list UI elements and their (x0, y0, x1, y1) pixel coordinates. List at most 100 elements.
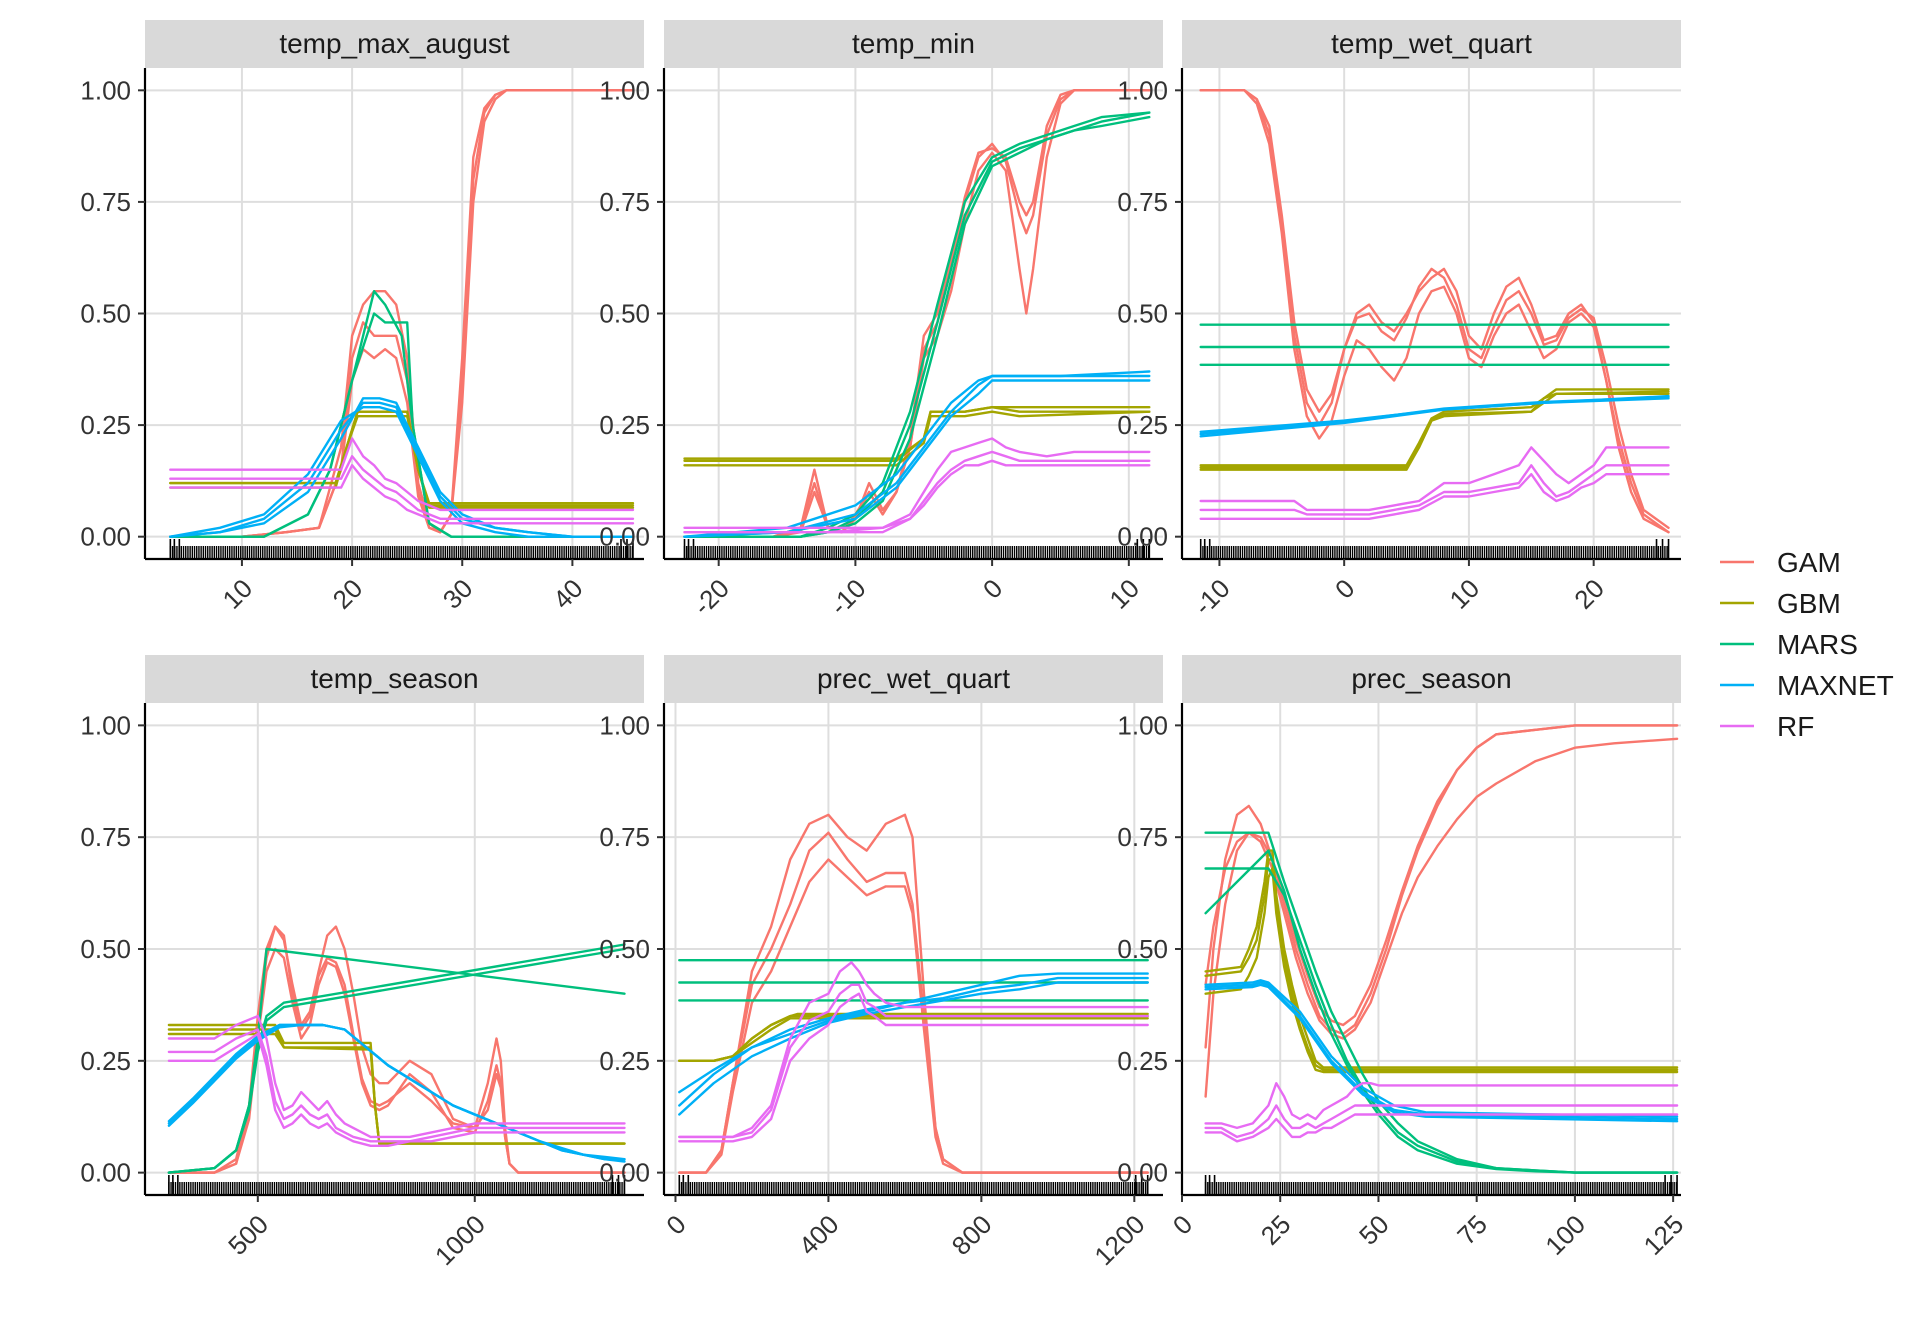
x-tick-label: 30 (437, 573, 479, 615)
y-tick-label: 0.00 (599, 1158, 650, 1188)
x-tick-label: 500 (222, 1209, 274, 1261)
series-line-rf (683, 437, 1151, 529)
y-tick-label: 0.25 (599, 410, 650, 440)
series-line-maxnet (1204, 981, 1679, 1121)
y-tick-label: 0.25 (80, 410, 131, 440)
x-tick-label: 100 (1539, 1209, 1591, 1261)
y-tick-label: 0.75 (1117, 187, 1168, 217)
y-tick-label: 0.75 (1117, 822, 1168, 852)
y-tick-label: 0.75 (80, 187, 131, 217)
series-lines (169, 89, 635, 538)
y-tick-label: 0.75 (599, 187, 650, 217)
series-line-gbm (683, 406, 1151, 460)
facet-panel: prec_wet_quart 0.00 0.25 0.50 0.75 1.00 0 400 80… (599, 655, 1163, 1271)
y-tick-label: 0.50 (599, 934, 650, 964)
x-tick-label: 20 (327, 573, 369, 615)
gridlines (145, 703, 644, 1195)
y-tick-label: 0.75 (599, 822, 650, 852)
x-tick-label: 0 (1167, 1209, 1198, 1240)
x-tick-label: 800 (946, 1209, 998, 1261)
series-line-maxnet (167, 1023, 626, 1163)
rug-marks (169, 539, 634, 559)
series-line-rf (1204, 1104, 1679, 1139)
series-line-rf (167, 1032, 626, 1147)
series-line-rf (167, 1028, 626, 1143)
y-tick-label: 0.00 (1117, 522, 1168, 552)
series-line-maxnet (1204, 979, 1679, 1118)
series-line-maxnet (683, 374, 1151, 538)
x-tick-label: 125 (1637, 1209, 1689, 1261)
facet-strip (1182, 655, 1681, 703)
series-line-maxnet (169, 401, 635, 538)
y-tick-label: 0.00 (1117, 1158, 1168, 1188)
y-tick-label: 0.75 (80, 822, 131, 852)
series-line-gbm (1199, 392, 1670, 471)
series-line-gam (169, 89, 635, 538)
y-tick-label: 1.00 (599, 710, 650, 740)
series-line-rf (678, 992, 1149, 1143)
legend-label: MARS (1777, 629, 1858, 660)
gridlines (145, 68, 644, 559)
legend: GAM GBM MARS MAXNET RF (1720, 547, 1894, 742)
x-tick-label: 40 (547, 573, 589, 615)
legend-label: RF (1777, 711, 1814, 742)
y-tick-label: 1.00 (1117, 75, 1168, 105)
series-line-mars (167, 947, 626, 1174)
panels-group: temp_max_august 0.00 0.25 0.50 0.75 1.00 10 20 3… (80, 20, 1689, 1271)
series-lines (1199, 89, 1670, 534)
facet-panel: temp_season 0.00 0.25 0.50 0.75 1.00 500 1000 (80, 655, 644, 1271)
y-tick-label: 0.25 (1117, 410, 1168, 440)
facet-strip (664, 655, 1163, 703)
series-line-rf (678, 961, 1149, 1139)
facet-title: temp_season (310, 663, 478, 694)
series-line-gbm (169, 415, 635, 509)
rug-marks (1204, 1175, 1678, 1195)
series-lines (1204, 724, 1679, 1174)
series-line-maxnet (1199, 395, 1670, 436)
y-tick-label: 0.50 (80, 299, 131, 329)
x-tick-label: 0 (977, 573, 1008, 604)
facet-title: prec_wet_quart (817, 663, 1010, 694)
series-line-rf (1204, 1113, 1679, 1143)
series-line-rf (1199, 464, 1670, 516)
y-tick-label: 1.00 (599, 75, 650, 105)
x-tick-label: -10 (824, 573, 872, 621)
y-tick-label: 0.25 (599, 1046, 650, 1076)
series-line-rf (169, 464, 635, 525)
x-tick-label: 10 (1103, 573, 1145, 615)
gridlines (1182, 68, 1681, 559)
y-tick-label: 0.00 (599, 522, 650, 552)
x-tick-label: 25 (1255, 1209, 1297, 1251)
rug-marks (678, 1175, 1149, 1195)
rug-marks (168, 1175, 626, 1195)
series-line-rf (678, 983, 1149, 1139)
x-tick-label: 75 (1451, 1209, 1493, 1251)
series-line-mars (683, 115, 1151, 538)
x-tick-label: 400 (793, 1209, 845, 1261)
legend-item: GAM (1720, 547, 1841, 578)
x-tick-label: 10 (217, 573, 259, 615)
x-tick-label: 1000 (429, 1209, 491, 1271)
x-tick-label: -10 (1188, 573, 1236, 621)
y-tick-label: 0.50 (1117, 934, 1168, 964)
series-line-rf (1199, 446, 1670, 512)
x-tick-label: 50 (1353, 1209, 1395, 1251)
series-line-maxnet (683, 379, 1151, 538)
x-tick-label: 0 (1329, 573, 1360, 604)
legend-item: RF (1720, 711, 1814, 742)
series-line-gam (678, 831, 1149, 1174)
y-tick-label: 1.00 (80, 75, 131, 105)
series-line-gam (1199, 89, 1670, 529)
series-line-gam (1199, 89, 1670, 534)
y-tick-label: 0.25 (1117, 1046, 1168, 1076)
series-line-mars (1204, 849, 1679, 1174)
y-tick-label: 0.00 (80, 522, 131, 552)
series-lines (683, 89, 1151, 538)
y-tick-label: 0.50 (1117, 299, 1168, 329)
series-line-gbm (1199, 388, 1670, 467)
series-lines (678, 813, 1149, 1174)
legend-label: MAXNET (1777, 670, 1894, 701)
facet-title: prec_season (1351, 663, 1511, 694)
series-line-maxnet (678, 981, 1149, 1116)
x-tick-label: 1200 (1088, 1209, 1150, 1271)
